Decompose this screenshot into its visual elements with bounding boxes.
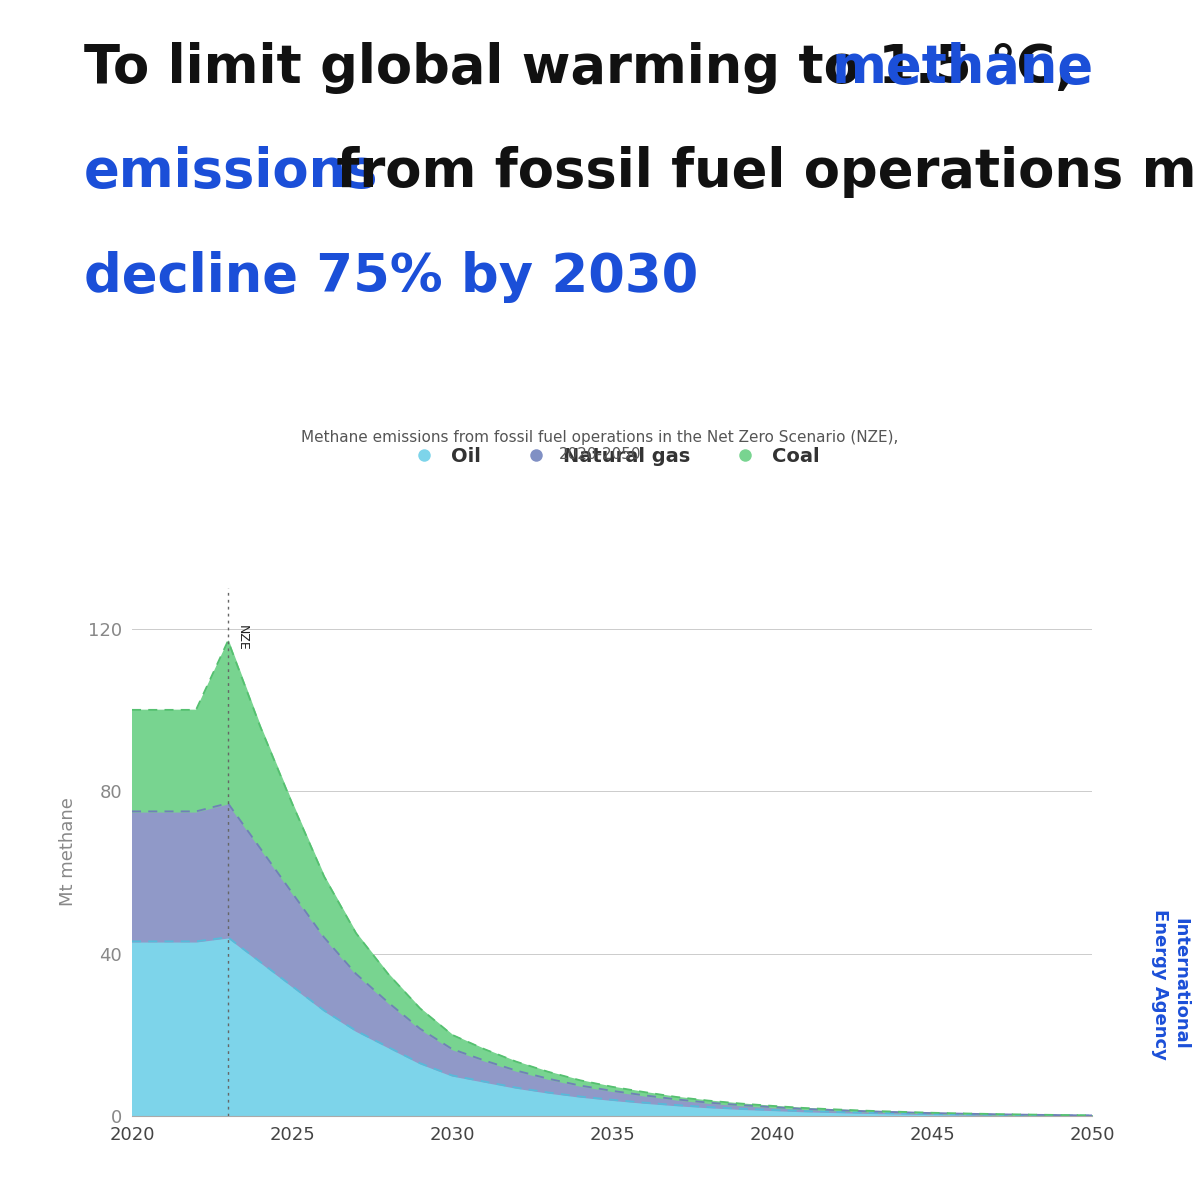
Text: methane: methane <box>832 42 1093 94</box>
Text: International
Energy Agency: International Energy Agency <box>1151 908 1189 1060</box>
Legend: Oil, Natural gas, Coal: Oil, Natural gas, Coal <box>397 439 827 474</box>
Text: Methane emissions from fossil fuel operations in the Net Zero Scenario (NZE),
20: Methane emissions from fossil fuel opera… <box>301 430 899 462</box>
Text: emissions: emissions <box>84 146 378 198</box>
Text: To limit global warming to 1.5 °C,: To limit global warming to 1.5 °C, <box>84 42 1093 94</box>
Text: decline 75% by 2030: decline 75% by 2030 <box>84 251 698 302</box>
Text: NZE: NZE <box>236 624 250 650</box>
Y-axis label: Mt methane: Mt methane <box>59 798 77 906</box>
Text: from fossil fuel operations must: from fossil fuel operations must <box>318 146 1200 198</box>
